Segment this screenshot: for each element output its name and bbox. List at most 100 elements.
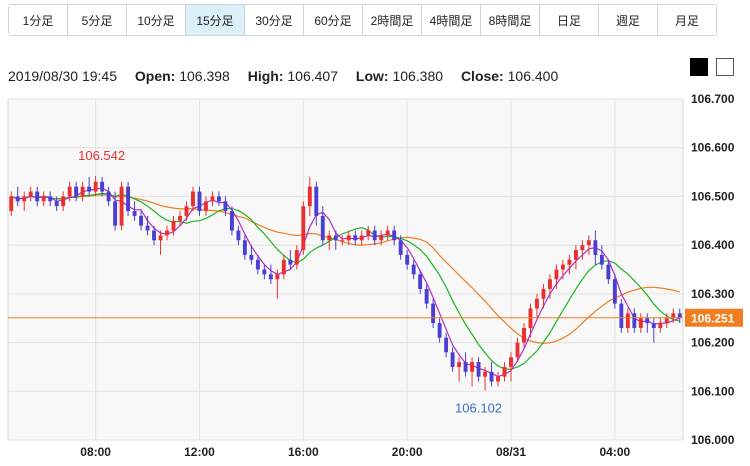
candle-body (586, 240, 591, 246)
candle-body (463, 362, 468, 372)
open-label: Open: (134, 68, 176, 84)
candle-body (93, 181, 98, 192)
candle-body (599, 254, 604, 265)
candle-body (106, 191, 111, 202)
timeframe-tab[interactable]: 30分足 (245, 5, 304, 35)
low-label: Low: (355, 68, 389, 84)
low-value: 106.380 (392, 68, 444, 84)
candle-body (671, 313, 676, 319)
timeframe-tabs: 1分足 5分足 10分足 15分足 30分足 60分足 2時間足 4時間足 8時間足 日足 週足 月足 (8, 4, 717, 36)
candle-body (593, 240, 598, 255)
candle-body (437, 323, 442, 338)
candle-body (132, 211, 137, 216)
candle-body (9, 196, 14, 212)
timeframe-tab[interactable]: 1分足 (9, 5, 68, 35)
candle-body (54, 201, 59, 207)
candle-body (74, 186, 79, 197)
timeframe-tab[interactable]: 60分足 (304, 5, 363, 35)
candle-body (489, 371, 494, 382)
high-label: High: (247, 68, 284, 84)
candle-body (191, 191, 195, 207)
y-tick-label: 106.600 (691, 141, 735, 155)
candle-body (580, 245, 585, 251)
candle-body (113, 201, 118, 226)
candle-body (340, 240, 345, 242)
timeframe-tab[interactable]: 10分足 (127, 5, 186, 35)
light-theme-button[interactable] (716, 58, 734, 76)
candle-body (450, 352, 455, 367)
timeframe-tab[interactable]: 週足 (599, 5, 658, 35)
candle-body (268, 274, 273, 280)
low-annotation: 106.102 (455, 400, 502, 415)
y-tick-label: 106.500 (691, 189, 735, 203)
candle-body (152, 230, 156, 241)
x-tick-label: 08:00 (80, 445, 111, 459)
candle-body (249, 254, 254, 260)
candle-body (496, 376, 500, 382)
close-value: 106.400 (507, 68, 559, 84)
candle-body (658, 323, 663, 328)
y-tick-label: 106.400 (691, 238, 735, 252)
timeframe-tab[interactable]: 15分足 (186, 5, 245, 35)
timeframe-tab[interactable]: 8時間足 (481, 5, 540, 35)
timeframe-tab[interactable]: 4時間足 (422, 5, 481, 35)
candle-body (612, 279, 617, 304)
candle-body (346, 235, 351, 241)
candle-body (178, 215, 182, 221)
candle-body (554, 269, 559, 280)
dark-theme-button[interactable] (690, 58, 708, 76)
candle-body (184, 206, 189, 216)
candle-body (645, 318, 650, 324)
candle-body (223, 201, 228, 212)
candle-body (619, 303, 624, 328)
candle-body (548, 279, 552, 289)
candle-body (632, 313, 637, 328)
candle-body (327, 235, 332, 241)
current-price-label: 106.251 (691, 312, 735, 326)
candle-body (67, 186, 72, 197)
candle-body (119, 186, 124, 226)
x-tick-label: 20:00 (392, 445, 423, 459)
timeframe-tab[interactable]: 月足 (658, 5, 716, 35)
candle-body (126, 186, 131, 212)
plot-area (7, 98, 684, 441)
timeframe-tab[interactable]: 5分足 (68, 5, 127, 35)
candle-body (573, 250, 578, 260)
candle-body (424, 288, 429, 304)
candle-body (41, 196, 46, 202)
close-label: Close: (460, 68, 504, 84)
candle-body (502, 366, 507, 377)
candle-body (204, 201, 208, 212)
ohlc-datetime: 2019/08/30 19:45 (8, 68, 117, 84)
candle-body (80, 186, 85, 197)
timeframe-tab[interactable]: 2時間足 (363, 5, 422, 35)
timeframe-tab[interactable]: 日足 (540, 5, 599, 35)
candle-body (392, 230, 397, 241)
candle-body (288, 259, 293, 265)
candle-body (22, 196, 27, 202)
candle-body (255, 259, 260, 270)
candle-body (651, 323, 656, 328)
candle-body (379, 235, 384, 241)
candle-body (470, 362, 475, 372)
candle-body (61, 196, 66, 207)
candle-body (242, 240, 247, 255)
candle-body (281, 259, 286, 275)
candle-body (535, 298, 539, 309)
candle-body (35, 191, 40, 202)
candle-body (165, 230, 169, 236)
candle-body (567, 259, 572, 265)
candle-body (353, 235, 358, 241)
candle-body (366, 230, 371, 236)
candle-body (210, 196, 215, 202)
candle-body (87, 186, 92, 192)
candle-body (398, 240, 403, 255)
candle-body (145, 225, 150, 231)
candle-body (560, 264, 565, 270)
x-tick-label: 08/31 (496, 445, 526, 459)
candle-body (314, 186, 319, 216)
candle-body (431, 303, 436, 324)
candle-body (229, 211, 234, 231)
x-tick-label: 12:00 (184, 445, 215, 459)
